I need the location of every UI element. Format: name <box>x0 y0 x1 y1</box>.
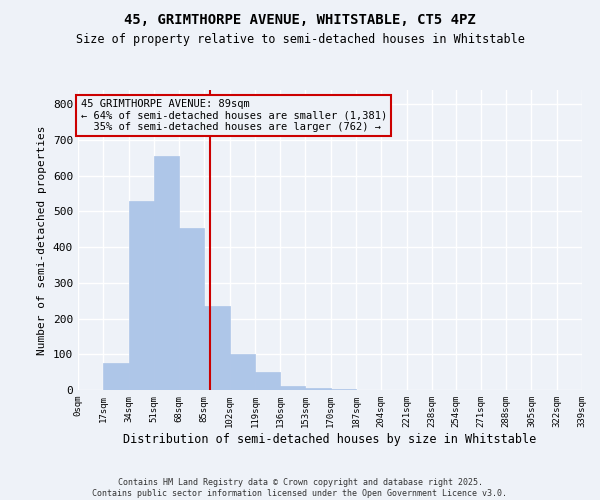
Bar <box>128 200 154 390</box>
Text: 45, GRIMTHORPE AVENUE, WHITSTABLE, CT5 4PZ: 45, GRIMTHORPE AVENUE, WHITSTABLE, CT5 4… <box>124 12 476 26</box>
Bar <box>205 306 230 390</box>
X-axis label: Distribution of semi-detached houses by size in Whitstable: Distribution of semi-detached houses by … <box>124 432 536 446</box>
Bar <box>255 372 280 390</box>
Bar <box>305 388 331 390</box>
Bar <box>154 156 179 390</box>
Text: 45 GRIMTHORPE AVENUE: 89sqm
← 64% of semi-detached houses are smaller (1,381)
  : 45 GRIMTHORPE AVENUE: 89sqm ← 64% of sem… <box>80 99 387 132</box>
Bar <box>103 363 128 390</box>
Bar <box>280 386 305 390</box>
Y-axis label: Number of semi-detached properties: Number of semi-detached properties <box>37 125 47 355</box>
Bar <box>179 228 205 390</box>
Text: Size of property relative to semi-detached houses in Whitstable: Size of property relative to semi-detach… <box>76 32 524 46</box>
Text: Contains HM Land Registry data © Crown copyright and database right 2025.
Contai: Contains HM Land Registry data © Crown c… <box>92 478 508 498</box>
Bar <box>230 354 255 390</box>
